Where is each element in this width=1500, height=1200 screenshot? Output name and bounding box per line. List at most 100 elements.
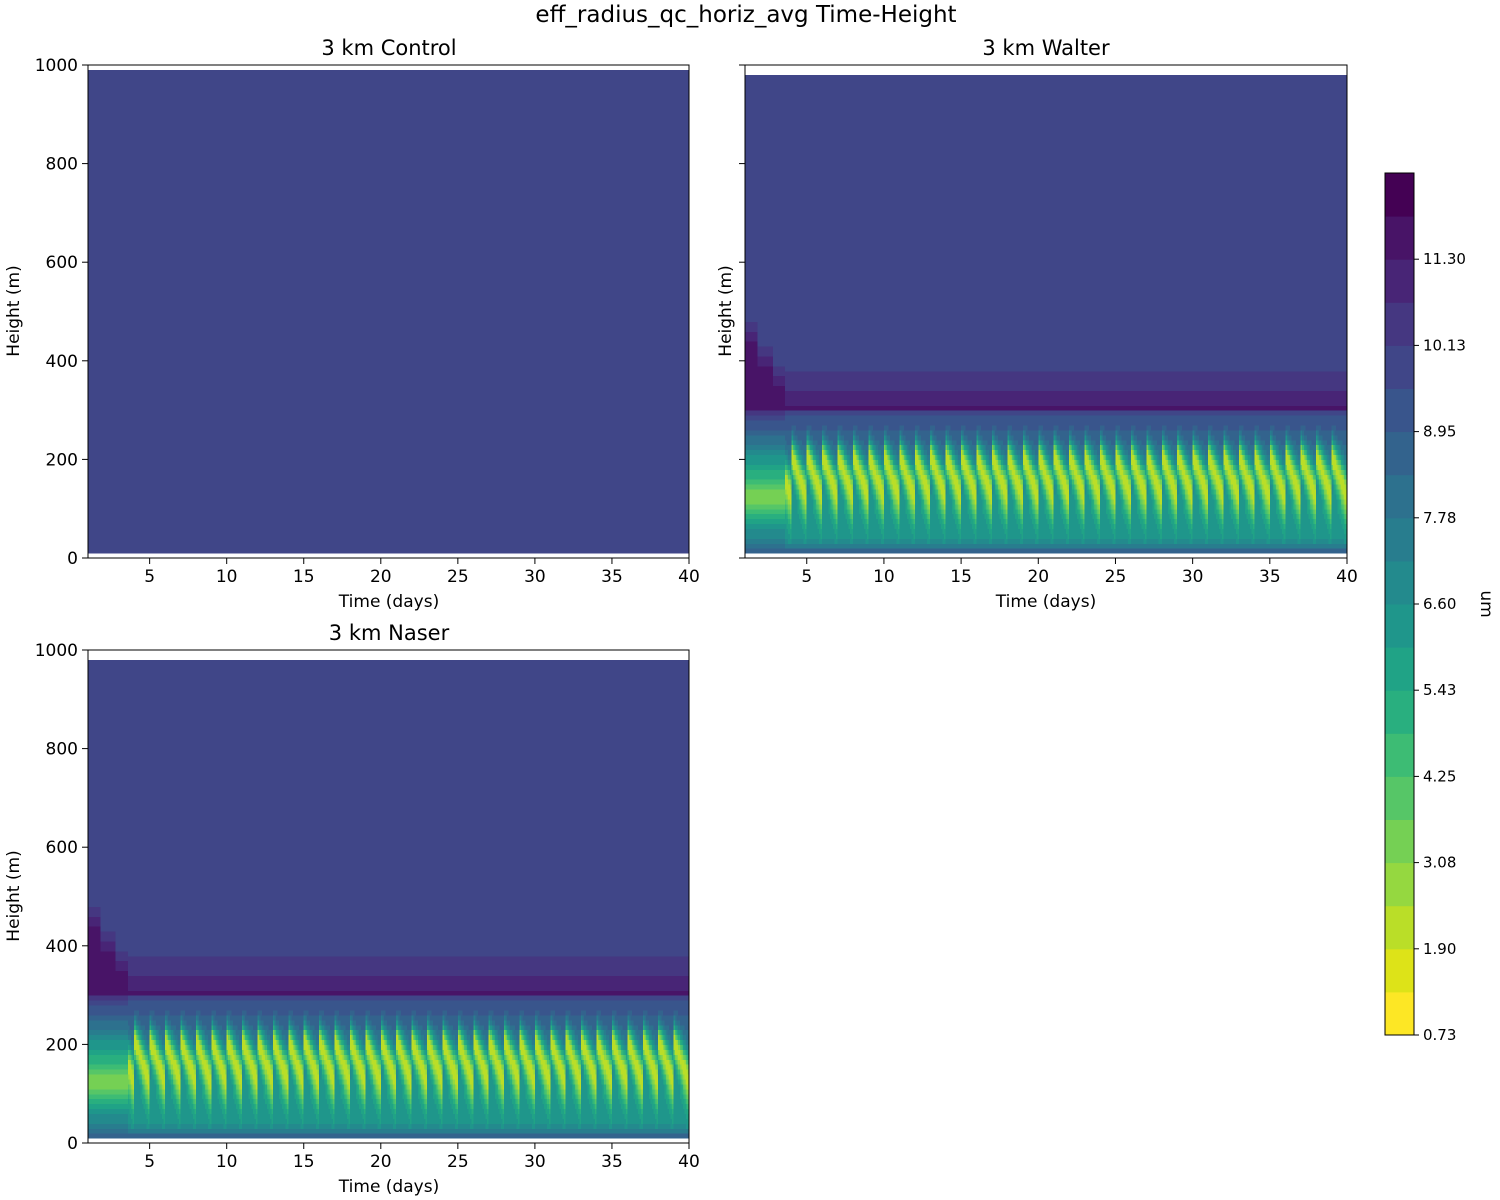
field-cell — [819, 498, 822, 505]
field-cell — [755, 523, 758, 530]
field-cell — [231, 69, 234, 554]
field-cell — [805, 459, 808, 465]
field-cell — [999, 390, 1002, 406]
xlabel-control: Time (days) — [338, 592, 439, 612]
field-cell — [931, 415, 934, 426]
field-cell — [950, 439, 953, 446]
field-cell — [1036, 548, 1039, 554]
field-cell — [1012, 484, 1015, 490]
field-cell — [848, 454, 851, 460]
field-cell — [840, 390, 843, 406]
field-cell — [937, 464, 941, 470]
field-cell — [944, 518, 947, 525]
field-cell — [834, 518, 837, 525]
field-cell — [1012, 543, 1015, 549]
field-cell — [746, 331, 749, 342]
field-cell — [819, 74, 822, 372]
field-cells-3-km-walter — [745, 74, 1348, 554]
field-cell — [828, 449, 831, 456]
field-cell — [306, 69, 309, 554]
field-cell — [896, 74, 899, 372]
field-cell — [746, 410, 749, 416]
field-cell — [751, 410, 754, 416]
field-cell — [831, 415, 834, 431]
field-cell — [868, 405, 871, 411]
field-cell — [774, 410, 777, 416]
field-cell — [890, 415, 893, 431]
field-cell — [464, 69, 467, 554]
field-cell — [893, 498, 896, 505]
field-cell — [814, 474, 817, 485]
field-cell — [944, 488, 947, 505]
field-cell — [1002, 508, 1005, 515]
field-cell — [893, 415, 896, 431]
field-cell — [927, 370, 930, 391]
field-cell — [277, 69, 280, 554]
field-cell — [812, 429, 816, 441]
field-cell — [922, 508, 925, 520]
field-cell — [226, 69, 229, 554]
field-cell — [832, 528, 836, 539]
field-cell — [941, 390, 944, 406]
field-cell — [854, 405, 857, 411]
field-cell — [851, 548, 854, 554]
field-cell — [848, 513, 851, 520]
field-cell — [516, 69, 519, 554]
field-cell — [249, 69, 252, 554]
field-cell — [953, 488, 956, 495]
field-cell — [995, 370, 998, 391]
field-cell — [758, 513, 762, 520]
field-cell — [959, 415, 962, 431]
field-cell — [433, 69, 436, 554]
field-cell — [842, 548, 845, 554]
field-cell — [973, 508, 976, 515]
field-cell — [752, 523, 755, 530]
field-cell — [772, 538, 775, 544]
field-cell — [763, 528, 766, 539]
field-cell — [246, 69, 249, 554]
field-cell — [868, 429, 871, 436]
field-cell — [930, 464, 933, 470]
field-cell — [795, 74, 799, 372]
field-cell — [882, 518, 885, 525]
field-cell — [944, 469, 947, 475]
field-cell — [1025, 474, 1029, 480]
field-cell — [783, 429, 786, 436]
field-cell — [1021, 410, 1024, 416]
field-cell — [877, 459, 880, 465]
field-cell — [945, 469, 948, 475]
field-cell — [1042, 410, 1046, 416]
field-cell — [894, 493, 897, 500]
field-cell — [768, 346, 771, 357]
field-cell — [377, 69, 380, 554]
field-cell — [914, 538, 917, 544]
field-cell — [846, 405, 850, 411]
field-cell — [890, 410, 893, 416]
field-cell — [877, 454, 880, 460]
field-cell — [766, 543, 769, 549]
field-cell — [826, 405, 829, 411]
field-cell — [987, 538, 990, 544]
field-cell — [856, 479, 859, 485]
field-cell — [1036, 503, 1039, 510]
field-cell — [988, 464, 992, 470]
field-cell — [879, 390, 882, 406]
field-cell — [484, 69, 487, 554]
field-cell — [761, 444, 765, 451]
field-cell — [910, 548, 913, 554]
field-cell — [1021, 523, 1024, 530]
field-cell — [774, 385, 777, 411]
field-cell — [839, 479, 842, 485]
field-cell — [905, 543, 908, 549]
field-cell — [1002, 74, 1005, 372]
field-cell — [748, 410, 751, 416]
field-cell — [1041, 405, 1044, 411]
field-cell — [903, 484, 907, 490]
field-cell — [913, 548, 916, 554]
field-cell — [803, 429, 806, 446]
field-cell — [985, 488, 988, 495]
field-cell — [914, 548, 917, 554]
field-cell — [782, 479, 785, 485]
field-cell — [763, 484, 766, 490]
field-cell — [961, 479, 964, 485]
